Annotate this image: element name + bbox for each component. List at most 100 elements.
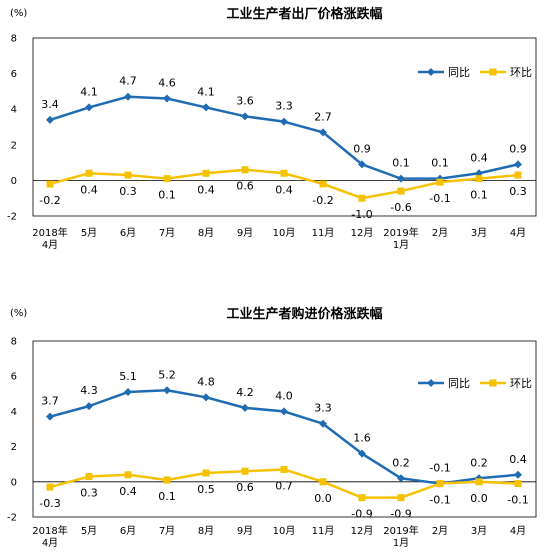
y-unit-label: (%): [10, 8, 27, 19]
data-point-mom: [46, 180, 54, 188]
plot-area: [32, 340, 537, 518]
y-tick-label: 0: [11, 176, 17, 187]
data-point-mom: [241, 467, 249, 475]
data-label-mom: 0.5: [197, 483, 215, 496]
chart-1: 工业生产者出厂价格涨跌幅 (%) -2 0 2 4 6 8 2018年 4月 5月 6月 7月 8月 9月 1…: [7, 6, 537, 251]
data-label-mom: 0.4: [119, 485, 137, 498]
data-label-yoy: -0.1: [429, 462, 450, 475]
data-point-mom: [397, 187, 405, 195]
data-point-mom: [514, 480, 522, 488]
data-label-yoy: 4.6: [158, 77, 176, 90]
x-tick-label: 3月: [471, 525, 487, 537]
x-tick-label: 5月: [81, 227, 97, 239]
y-tick-label: 0: [11, 477, 17, 488]
data-label-yoy: 1.6: [353, 432, 371, 445]
data-label-mom: 0.4: [275, 183, 293, 196]
y-tick-label: 6: [11, 69, 17, 80]
x-tick-label: 12月: [351, 227, 374, 239]
data-point-yoy: [202, 103, 210, 112]
data-point-mom: [280, 169, 288, 177]
data-label-yoy: 0.4: [470, 151, 488, 164]
y-tick-label: -2: [7, 513, 17, 524]
data-label-yoy: 0.2: [470, 456, 488, 469]
data-label-mom: 0.4: [197, 183, 215, 196]
data-point-mom: [202, 169, 210, 177]
data-point-mom: [85, 169, 93, 177]
data-label-mom: 0.1: [470, 189, 488, 202]
data-label-yoy: 4.1: [197, 85, 215, 98]
x-tick-label: 8月: [198, 525, 214, 537]
data-label-yoy: 3.3: [314, 402, 332, 415]
legend-marker: [489, 379, 497, 387]
data-point-yoy: [46, 412, 54, 421]
data-label-mom: -0.2: [312, 194, 333, 207]
x-tick-label: 10月: [273, 525, 296, 537]
data-label-mom: -0.2: [39, 194, 60, 207]
data-point-yoy: [124, 92, 132, 101]
data-label-yoy: 0.9: [353, 142, 371, 155]
legend-label: 同比: [448, 377, 470, 390]
y-tick-label: 8: [11, 34, 17, 45]
x-tick-label: 2018年 4月: [32, 226, 67, 251]
x-tick-label: 2月: [432, 525, 448, 537]
x-tick-label: 8月: [198, 227, 214, 239]
data-label-mom: -0.9: [351, 508, 372, 521]
data-label-yoy: 0.2: [392, 456, 410, 469]
data-label-yoy: 0.1: [392, 157, 410, 170]
x-tick-label: 11月: [312, 227, 335, 239]
data-point-mom: [319, 180, 327, 188]
x-tick-label: 3月: [471, 227, 487, 239]
data-point-yoy: [163, 386, 171, 395]
data-point-mom: [85, 473, 93, 481]
data-point-mom: [241, 166, 249, 174]
data-label-yoy: 3.4: [41, 98, 59, 111]
data-point-mom: [436, 178, 444, 186]
data-point-yoy: [397, 174, 405, 183]
data-point-yoy: [358, 449, 366, 458]
x-tick-label: 2019年 1月: [383, 226, 418, 251]
y-unit-label: (%): [10, 308, 27, 319]
data-point-mom: [46, 483, 54, 491]
y-tick-label: 4: [11, 105, 17, 116]
data-label-mom: -0.1: [507, 494, 528, 507]
data-label-mom: 0.3: [509, 185, 527, 198]
data-point-mom: [163, 175, 171, 183]
data-label-yoy: 4.0: [275, 389, 293, 402]
data-point-yoy: [514, 470, 522, 479]
y-tick-label: 8: [11, 337, 17, 348]
y-tick-label: -2: [7, 212, 17, 223]
data-label-mom: -0.1: [429, 494, 450, 507]
data-label-mom: -0.6: [390, 201, 411, 214]
data-point-yoy: [280, 117, 288, 126]
x-tick-label: 7月: [159, 525, 175, 537]
data-point-mom: [358, 494, 366, 502]
legend-marker: [427, 68, 435, 76]
data-point-mom: [319, 478, 327, 486]
x-tick-label: 11月: [312, 525, 335, 537]
x-tick-label: 6月: [120, 227, 136, 239]
data-label-yoy: 0.4: [509, 453, 527, 466]
data-point-yoy: [85, 402, 93, 411]
data-label-mom: 0.1: [158, 490, 176, 503]
legend-label: 环比: [510, 377, 532, 390]
data-point-mom: [436, 480, 444, 488]
chart-title: 工业生产者出厂价格涨跌幅: [226, 6, 382, 22]
data-label-mom: 0.0: [314, 492, 332, 505]
y-tick-label: 2: [11, 140, 17, 151]
data-label-mom: -0.1: [429, 192, 450, 205]
legend-label: 环比: [510, 66, 532, 79]
x-tick-label: 4月: [510, 525, 526, 537]
x-tick-label-year: 2018年: [32, 524, 67, 537]
data-label-yoy: 3.7: [41, 395, 59, 408]
x-tick-label-month: 4月: [42, 239, 58, 251]
plot-area: [32, 37, 537, 217]
y-tick-label: 4: [11, 407, 17, 418]
data-point-mom: [475, 175, 483, 183]
data-point-yoy: [514, 160, 522, 169]
x-tick-label: 7月: [159, 227, 175, 239]
data-point-mom: [397, 494, 405, 502]
data-point-mom: [124, 171, 132, 179]
x-tick-label: 9月: [237, 227, 253, 239]
